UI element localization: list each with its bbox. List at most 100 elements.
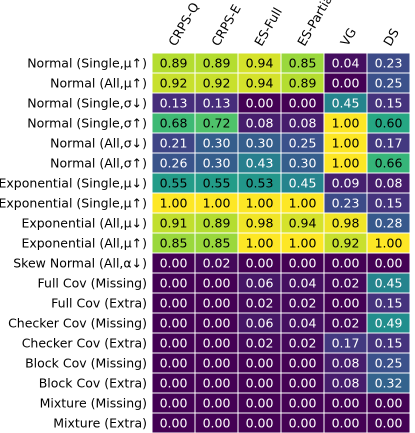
cell-value: 0.00: [160, 396, 188, 411]
row-label: Block Cov (Missing): [25, 356, 147, 371]
cell-value: 1.00: [332, 156, 360, 171]
cell-value: 0.00: [332, 296, 360, 311]
cell-value: 0.04: [289, 276, 317, 291]
cell-value: 0.92: [160, 76, 188, 91]
row-label: Exponential (Single,μ↑): [0, 196, 147, 211]
cell-value: 0.00: [332, 416, 360, 431]
column-label: CRPS-E: [208, 2, 244, 49]
cell-value: 0.06: [246, 316, 274, 331]
cell-value: 0.00: [160, 336, 188, 351]
cell-value: 0.00: [289, 376, 317, 391]
column-label: ES-Full: [251, 5, 285, 49]
cell-value: 0.17: [332, 336, 360, 351]
cell-value: 0.02: [246, 336, 274, 351]
cell-value: 0.02: [332, 276, 360, 291]
row-label: Mixture (Missing): [40, 396, 147, 411]
row-label: Normal (Single,σ↓): [27, 96, 147, 111]
cell-value: 0.08: [332, 356, 360, 371]
cell-value: 0.00: [332, 396, 360, 411]
cell-value: 0.30: [246, 136, 274, 151]
row-labels: Normal (Single,μ↑) Normal (All,μ↑) Normal …: [0, 56, 147, 431]
cell-value: 0.15: [375, 196, 403, 211]
cell-value: 0.08: [375, 176, 403, 191]
cell-value: 0.45: [375, 276, 403, 291]
cell-value: 0.94: [289, 216, 317, 231]
cell-value: 0.00: [375, 396, 403, 411]
cell-value: 0.17: [375, 136, 403, 151]
cell-value: 0.00: [160, 316, 188, 331]
row-label: Normal (All,μ↑): [50, 76, 147, 91]
row-label: Normal (Single,μ↑): [27, 56, 147, 71]
cell-value: 0.04: [289, 316, 317, 331]
row-label: Checker Cov (Missing): [8, 316, 147, 331]
row-label: Full Cov (Extra): [51, 296, 147, 311]
cell-value: 0.25: [289, 136, 317, 151]
cell-value: 0.89: [160, 56, 188, 71]
cell-value: 0.30: [203, 156, 231, 171]
cell-value: 0.55: [203, 176, 231, 191]
cell-value: 1.00: [332, 136, 360, 151]
cell-value: 0.26: [160, 156, 188, 171]
cell-value: 0.30: [289, 156, 317, 171]
cell-value: 0.92: [332, 236, 360, 251]
cell-value: 0.13: [160, 96, 188, 111]
cell-value: 0.00: [203, 276, 231, 291]
cell-value: 0.55: [160, 176, 188, 191]
cell-value: 0.32: [375, 376, 403, 391]
cell-value: 0.00: [203, 376, 231, 391]
column-label: ES-Partial: [294, 0, 337, 48]
cell-value: 0.08: [289, 116, 317, 131]
cell-value: 0.00: [375, 256, 403, 271]
heatmap-cells: 0.89 0.89 0.94 0.85 0.04 0.23 0.92 0.92 0.94 0.89…: [151, 52, 411, 433]
cell-value: 0.92: [203, 76, 231, 91]
cell-value: 1.00: [375, 236, 403, 251]
column-label: DS: [380, 26, 402, 49]
cell-value: 1.00: [246, 236, 274, 251]
row-label: Block Cov (Extra): [39, 376, 147, 391]
cell-value: 0.89: [203, 56, 231, 71]
cell-value: 0.66: [375, 156, 403, 171]
heatmap-cell: [366, 412, 411, 433]
cell-value: 0.00: [203, 296, 231, 311]
cell-value: 0.00: [203, 336, 231, 351]
cell-value: 0.25: [375, 76, 403, 91]
row-label: Skew Normal (All,α↓): [13, 256, 147, 271]
cell-value: 0.02: [203, 256, 231, 271]
cell-value: 0.49: [375, 316, 403, 331]
cell-value: 0.15: [375, 296, 403, 311]
cell-value: 0.00: [332, 76, 360, 91]
column-label: VG: [337, 25, 359, 48]
cell-value: 0.04: [332, 56, 360, 71]
cell-value: 0.98: [332, 216, 360, 231]
cell-value: 0.30: [203, 136, 231, 151]
cell-value: 0.43: [246, 156, 274, 171]
row-label: Checker Cov (Extra): [22, 336, 147, 351]
row-label: Mixture (Extra): [53, 416, 147, 431]
cell-value: 0.02: [289, 336, 317, 351]
cell-value: 0.00: [289, 356, 317, 371]
cell-value: 1.00: [289, 236, 317, 251]
cell-value: 0.45: [332, 96, 360, 111]
cell-value: 0.00: [203, 316, 231, 331]
cell-value: 0.00: [246, 416, 274, 431]
cell-value: 0.00: [160, 256, 188, 271]
cell-value: 0.00: [160, 416, 188, 431]
cell-value: 0.00: [203, 416, 231, 431]
cell-value: 0.00: [246, 256, 274, 271]
cell-value: 0.85: [203, 236, 231, 251]
cell-value: 0.00: [203, 396, 231, 411]
row-label: Normal (All,σ↑): [50, 156, 147, 171]
cell-value: 0.00: [160, 296, 188, 311]
cell-value: 1.00: [160, 196, 188, 211]
cell-value: 0.00: [246, 376, 274, 391]
cell-value: 1.00: [332, 116, 360, 131]
cell-value: 0.23: [375, 56, 403, 71]
cell-value: 0.98: [246, 216, 274, 231]
cell-value: 0.00: [289, 96, 317, 111]
cell-value: 0.02: [246, 296, 274, 311]
cell-value: 0.02: [332, 316, 360, 331]
cell-value: 0.28: [375, 216, 403, 231]
cell-value: 0.89: [203, 216, 231, 231]
cell-value: 0.09: [332, 176, 360, 191]
